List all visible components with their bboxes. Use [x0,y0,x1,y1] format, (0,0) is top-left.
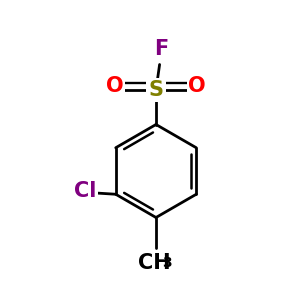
Text: 3: 3 [163,256,172,270]
Text: O: O [106,76,124,96]
Text: CH: CH [138,253,171,273]
Text: F: F [154,39,168,59]
Text: Cl: Cl [74,181,96,201]
Text: O: O [188,76,206,96]
Text: S: S [148,80,164,100]
